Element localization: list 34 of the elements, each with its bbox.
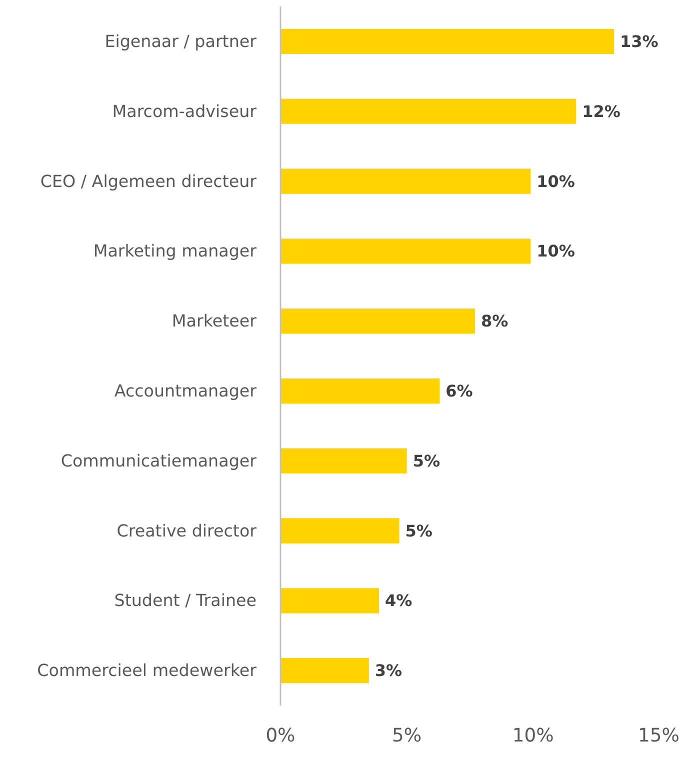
x-tick-label: 10%: [512, 726, 554, 746]
y-tick-label: Marketeer: [172, 312, 257, 331]
y-tick-label: Student / Trainee: [114, 591, 257, 610]
data-label: 8%: [481, 312, 508, 331]
y-tick-label: CEO / Algemeen directeur: [40, 172, 257, 191]
y-tick-label: Communicatiemanager: [60, 451, 257, 470]
y-tick-label: Creative director: [116, 521, 257, 540]
bar: [280, 98, 576, 124]
y-tick-label: Accountmanager: [114, 381, 257, 400]
y-tick-label: Marketing manager: [93, 242, 257, 261]
bar: [280, 238, 531, 264]
bar: [280, 308, 476, 334]
x-tick-label: 15%: [638, 726, 679, 746]
bar: [280, 588, 380, 614]
data-label: 3%: [374, 661, 402, 680]
data-label: 12%: [582, 102, 620, 121]
bar: [280, 28, 614, 54]
data-label: 10%: [536, 242, 575, 261]
y-tick-label: Eigenaar / partner: [104, 32, 257, 51]
data-label: 5%: [412, 451, 440, 470]
data-label: 5%: [405, 521, 432, 540]
data-label: 4%: [385, 591, 412, 610]
bar: [280, 168, 531, 194]
data-label: 6%: [446, 381, 473, 400]
bar: [280, 378, 440, 404]
bar: [280, 448, 407, 474]
x-tick-label: 0%: [266, 726, 296, 746]
bar: [280, 658, 369, 684]
x-tick-label: 5%: [392, 726, 422, 746]
data-label: 10%: [536, 172, 575, 191]
y-tick-label: Marcom-adviseur: [112, 102, 257, 121]
bar: [280, 518, 400, 544]
data-label: 13%: [620, 32, 658, 51]
y-tick-label: Commercieel medewerker: [37, 661, 257, 680]
